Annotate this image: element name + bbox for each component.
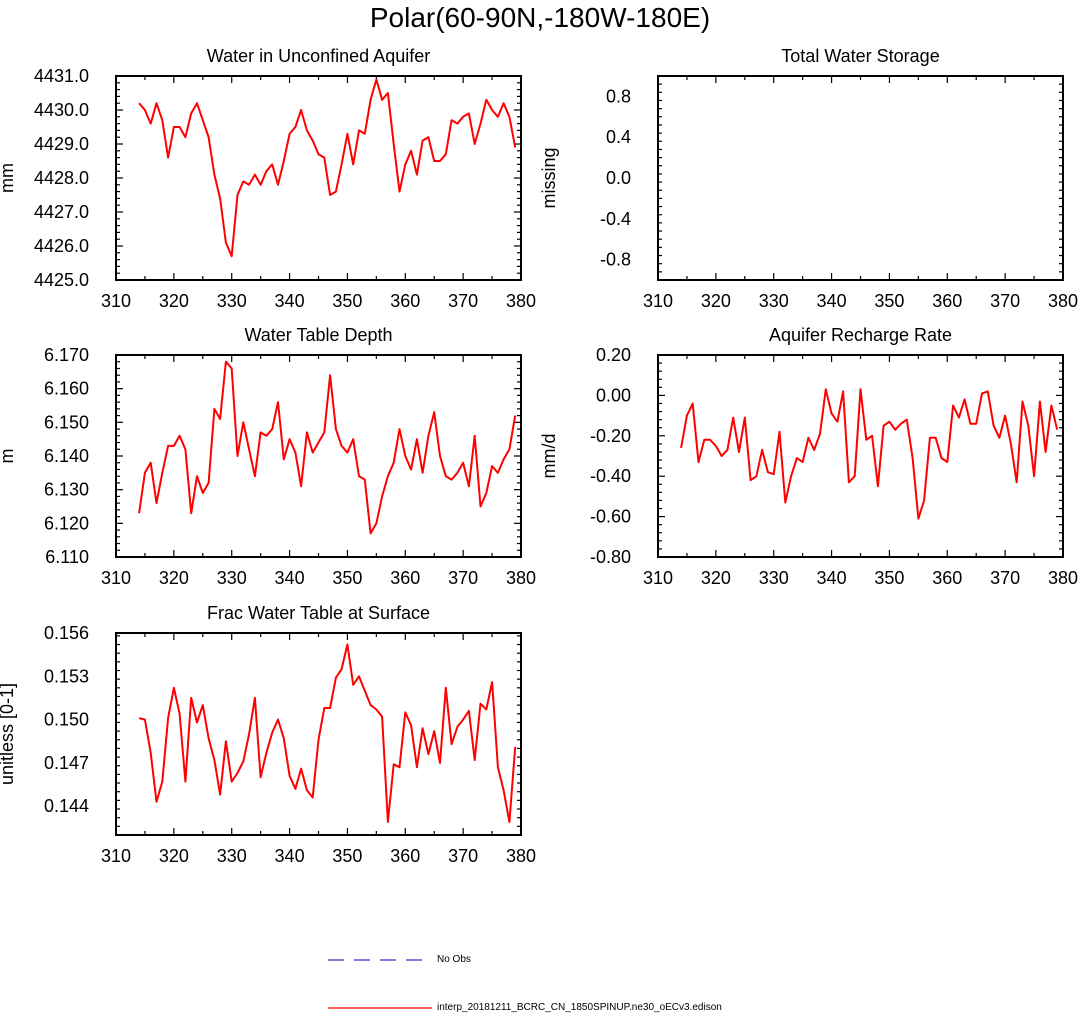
- x-tick-label: 380: [506, 846, 536, 866]
- x-tick-label: 320: [159, 568, 189, 588]
- x-tick-label: 320: [159, 846, 189, 866]
- y-tick-label: -0.60: [590, 507, 631, 527]
- x-tick-label: 330: [759, 568, 789, 588]
- x-tick-label: 340: [275, 291, 305, 311]
- y-tick-label: 6.130: [44, 480, 89, 500]
- y-tick-label: -0.80: [590, 547, 631, 567]
- y-tick-label: 6.150: [44, 412, 89, 432]
- chart-total-water-storage: Total Water Storage 310 320 330 340 350 360 370…: [539, 46, 1078, 311]
- y-tick-label: 0.00: [596, 385, 631, 405]
- x-tick-label: 350: [332, 568, 362, 588]
- chart-frac-water-table-at-surface: Frac Water Table at Surface 310 320 330 340 3…: [0, 603, 536, 866]
- y-tick-label: 0.144: [44, 796, 89, 816]
- x-tick-label: 320: [701, 568, 731, 588]
- x-tick-label: 310: [643, 291, 673, 311]
- x-tick-label: 340: [275, 846, 305, 866]
- chart-water-table-depth: Water Table Depth 310 320 330 340 350 360 370 38…: [0, 325, 536, 588]
- y-tick-label: 4425.0: [34, 270, 89, 290]
- y-axis-label: missing: [539, 147, 559, 208]
- x-tick-label: 360: [390, 291, 420, 311]
- y-tick-label: 6.170: [44, 345, 89, 365]
- x-tick-label: 350: [874, 568, 904, 588]
- x-tick-label: 350: [874, 291, 904, 311]
- x-tick-label: 330: [759, 291, 789, 311]
- x-tick-label: 320: [701, 291, 731, 311]
- y-axis-label: mm: [0, 163, 17, 193]
- x-tick-label: 330: [217, 291, 247, 311]
- x-tick-label: 350: [332, 291, 362, 311]
- x-tick-label: 340: [275, 568, 305, 588]
- y-tick-label: 0.0: [606, 168, 631, 188]
- legend-model-label: interp_20181211_BCRC_CN_1850SPINUP.ne30_…: [437, 1002, 722, 1013]
- y-tick-label: 0.150: [44, 710, 89, 730]
- x-tick-label: 360: [932, 291, 962, 311]
- y-tick-label: 4426.0: [34, 236, 89, 256]
- y-tick-label: 0.156: [44, 623, 89, 643]
- y-tick-label: 6.120: [44, 513, 89, 533]
- y-tick-label: -0.8: [600, 250, 631, 270]
- chart-title: Frac Water Table at Surface: [207, 603, 430, 623]
- y-tick-label: 0.147: [44, 753, 89, 773]
- y-tick-label: -0.4: [600, 209, 631, 229]
- x-tick-label: 370: [990, 291, 1020, 311]
- series-line-water-table-depth: [138, 360, 517, 535]
- x-tick-label: 310: [101, 291, 131, 311]
- chart-water-in-unconfined-aquifer: Water in Unconfined Aquifer 310 320 330 340 3…: [0, 46, 536, 311]
- y-axis-label: unitless [0-1]: [0, 683, 17, 785]
- series-line-aquifer-recharge-rate: [680, 388, 1059, 520]
- x-tick-label: 370: [448, 568, 478, 588]
- y-tick-label: 6.140: [44, 446, 89, 466]
- x-tick-label: 330: [217, 568, 247, 588]
- y-tick-label: 6.160: [44, 379, 89, 399]
- y-tick-label: 4428.0: [34, 168, 89, 188]
- y-tick-label: 4429.0: [34, 134, 89, 154]
- series-line-water-in-unconfined-aquifer: [138, 78, 517, 258]
- x-tick-label: 380: [1048, 291, 1078, 311]
- x-tick-label: 380: [506, 568, 536, 588]
- x-tick-label: 350: [332, 846, 362, 866]
- page-title: Polar(60-90N,-180W-180E): [369, 2, 711, 33]
- x-tick-label: 370: [448, 846, 478, 866]
- x-tick-label: 330: [217, 846, 247, 866]
- y-tick-label: 4427.0: [34, 202, 89, 222]
- x-tick-label: 340: [817, 291, 847, 311]
- chart-title: Water in Unconfined Aquifer: [207, 46, 430, 66]
- x-tick-label: 360: [390, 846, 420, 866]
- x-tick-label: 370: [448, 291, 478, 311]
- chart-title: Water Table Depth: [244, 325, 392, 345]
- y-tick-label: 0.20: [596, 345, 631, 365]
- y-tick-label: 0.153: [44, 666, 89, 686]
- y-tick-label: -0.20: [590, 426, 631, 446]
- x-tick-label: 360: [390, 568, 420, 588]
- x-tick-label: 380: [1048, 568, 1078, 588]
- chart-title: Aquifer Recharge Rate: [769, 325, 952, 345]
- y-axis-label: mm/d: [539, 434, 559, 479]
- x-tick-label: 310: [101, 846, 131, 866]
- series-line-frac-water-table-at-surface: [138, 643, 517, 823]
- x-tick-label: 310: [643, 568, 673, 588]
- x-tick-label: 340: [817, 568, 847, 588]
- chart-aquifer-recharge-rate: Aquifer Recharge Rate 310 320 330 340 350 360 3…: [539, 325, 1078, 588]
- y-tick-label: -0.40: [590, 466, 631, 486]
- y-tick-label: 4431.0: [34, 66, 89, 86]
- legend-obs-label: No Obs: [437, 954, 471, 965]
- y-tick-label: 0.4: [606, 127, 631, 147]
- x-tick-label: 310: [101, 568, 131, 588]
- chart-title: Total Water Storage: [781, 46, 939, 66]
- y-tick-label: 4430.0: [34, 100, 89, 120]
- x-tick-label: 360: [932, 568, 962, 588]
- x-tick-label: 370: [990, 568, 1020, 588]
- y-tick-label: 0.8: [606, 86, 631, 106]
- y-axis-label: m: [0, 449, 17, 464]
- y-tick-label: 6.110: [45, 547, 89, 567]
- x-tick-label: 380: [506, 291, 536, 311]
- x-tick-label: 320: [159, 291, 189, 311]
